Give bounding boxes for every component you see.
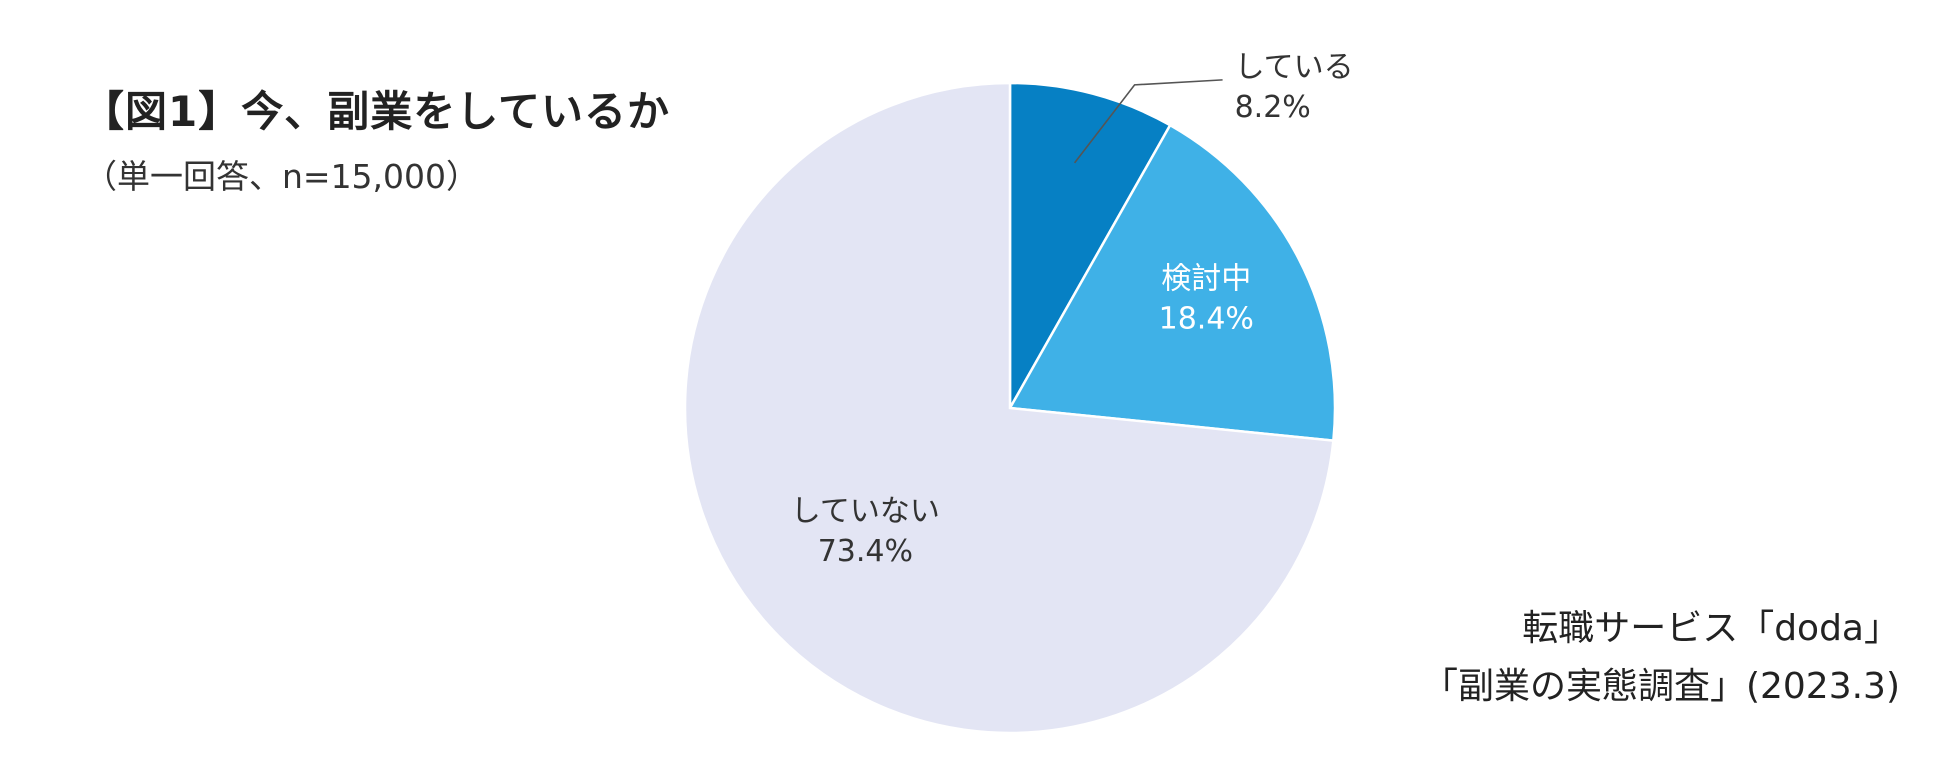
slice-value-1: 18.4% bbox=[1159, 301, 1254, 336]
slice-shiteinai bbox=[683, 81, 1335, 735]
slice-kentouchuu bbox=[1007, 123, 1337, 442]
chart-title: 【図1】今、副業をしているか bbox=[82, 87, 670, 136]
slice-shiteiru bbox=[1008, 81, 1172, 413]
source-line-2: 「副業の実態調査」(2023.3) bbox=[1421, 666, 1900, 707]
slice-label-1: 検討中 bbox=[1161, 261, 1251, 296]
slice-value-2: 73.4% bbox=[818, 534, 913, 569]
chart-subtitle: （単一回答、n=15,000） bbox=[84, 157, 480, 196]
source-note: 転職サービス「doda」 「副業の実態調査」(2023.3) bbox=[1422, 600, 1900, 716]
source-line-1: 転職サービス「doda」 bbox=[1522, 608, 1900, 649]
slice-label-2: していない bbox=[791, 494, 940, 529]
slice-value-0: 8.2% bbox=[1235, 90, 1311, 125]
leader-line-shiteiru bbox=[1073, 79, 1223, 164]
slice-label-0: している bbox=[1235, 50, 1354, 85]
